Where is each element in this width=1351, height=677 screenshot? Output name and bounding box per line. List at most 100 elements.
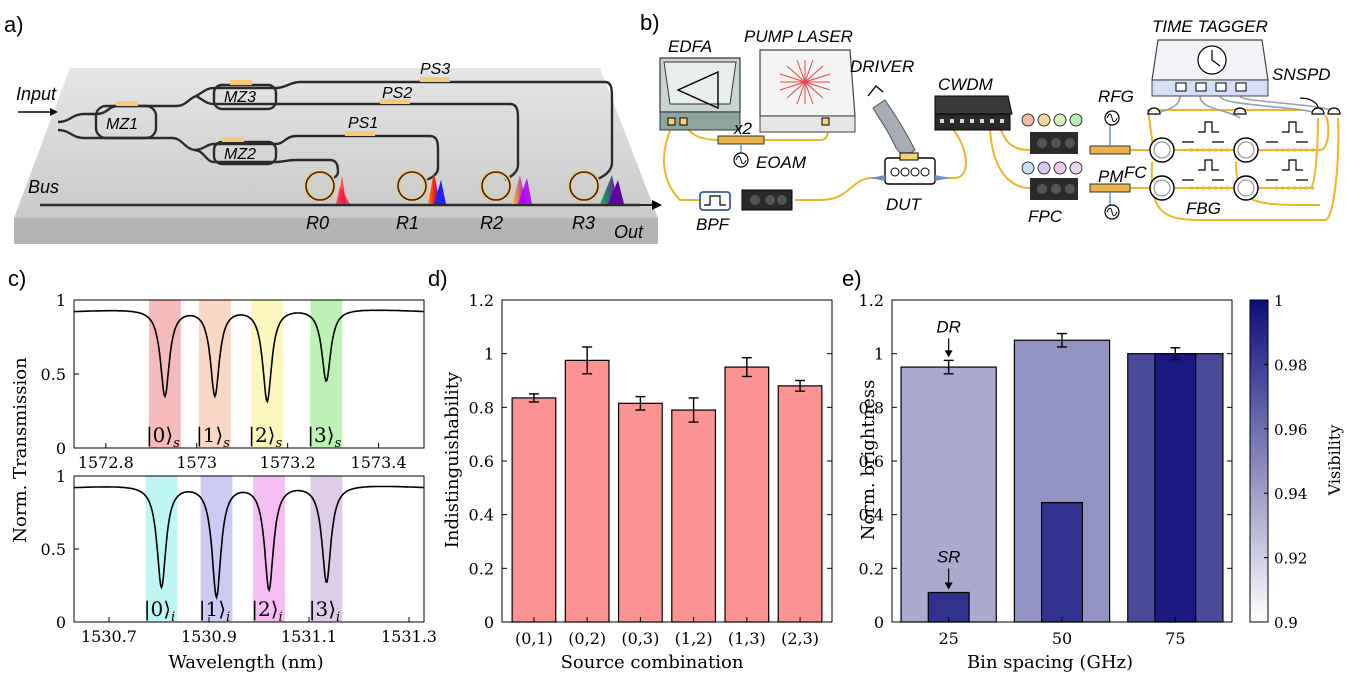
- fpc-bottom: [1021, 161, 1083, 200]
- mz2-label: MZ2: [224, 146, 256, 163]
- transmission-curve: [74, 485, 424, 600]
- sr-annotation: SR: [937, 547, 961, 566]
- colorbar-tick-label: 0.92: [1274, 550, 1307, 568]
- panel-d-label: d): [428, 266, 448, 291]
- d-xlabel: Source combination: [561, 652, 744, 673]
- dut: [867, 84, 950, 185]
- y-tick-label: 1.2: [859, 291, 884, 310]
- panel-d: d) Indistinguishability Source combinati…: [428, 266, 833, 673]
- chip-top-face: [14, 68, 658, 218]
- ring-r3: [567, 169, 624, 204]
- x-tick-label: 1572.8: [78, 453, 134, 472]
- panel-b: b): [640, 10, 1341, 234]
- e-ylabel: Norm. brightness: [858, 380, 879, 541]
- state-label-0: |0⟩i: [144, 597, 175, 625]
- x-tick-label: 50: [1052, 629, 1072, 648]
- edfa-label: EDFA: [668, 37, 712, 56]
- ring-r0: [303, 169, 350, 204]
- out-arrow-head: [652, 200, 662, 210]
- bar-(2,3): [777, 385, 823, 623]
- sr-arrow-head: [944, 582, 953, 590]
- colorbar-tick-label: 0.9: [1274, 614, 1298, 632]
- eoam: [717, 135, 765, 168]
- colorbar-tick-label: 0.98: [1274, 356, 1307, 374]
- state-label-3: |3⟩i: [309, 597, 340, 625]
- band-0: [149, 300, 181, 448]
- c-ylabel: Norm. Transmission: [10, 357, 31, 543]
- x-tick-label: 1573: [176, 453, 217, 472]
- panel-e-label: e): [842, 266, 862, 291]
- waveguides: [40, 80, 640, 207]
- c-bottom-plot: 0 0.5 1 1530.7 1530.9 1531.1 1531.3 |0⟩i |1⟩i |2⟩…: [41, 467, 437, 646]
- axes-frame: [501, 299, 833, 623]
- dr-annotation: DR: [936, 317, 961, 336]
- state-label-2: |2⟩i: [251, 597, 282, 625]
- ring-r2-label: R2: [480, 213, 503, 233]
- ring-r0-label: R0: [306, 213, 329, 233]
- x-tick-label: (1,3): [728, 629, 766, 648]
- y-tick-label: 1: [56, 291, 66, 310]
- snspd-label: SNSPD: [1272, 65, 1331, 84]
- ring-r3-label: R3: [572, 213, 595, 233]
- colorbar-tick-label: 0.96: [1274, 421, 1307, 439]
- panel-b-label: b): [640, 10, 660, 35]
- y-tick-label: 0.6: [859, 452, 884, 471]
- panel-a: a): [4, 12, 662, 244]
- panel-e: e) Norm. brightness Bin spacing (GHz) Vi…: [842, 266, 1344, 673]
- state-subscript: i: [171, 610, 175, 625]
- band-1: [199, 300, 231, 448]
- y-tick-label: 0.4: [469, 506, 494, 525]
- state-subscript: s: [335, 436, 342, 451]
- y-tick-label: 0.5: [41, 540, 66, 559]
- y-tick-label: 0: [56, 439, 66, 458]
- out-label: Out: [614, 222, 644, 242]
- y-tick-label: 1: [56, 467, 66, 486]
- state-subscript: i: [279, 610, 283, 625]
- y-tick-label: 0: [484, 613, 494, 632]
- chip-front-face: [14, 218, 658, 244]
- state-subscript: i: [226, 610, 230, 625]
- fbg-label: FBG: [1186, 199, 1221, 218]
- state-label-1: |1⟩i: [199, 597, 230, 625]
- bar-(0,3): [617, 402, 663, 623]
- x-tick-label: (0,2): [568, 629, 606, 648]
- e-xlabel: Bin spacing (GHz): [967, 652, 1133, 673]
- colorbar: [1249, 299, 1269, 623]
- x-tick-label: 1530.7: [81, 627, 137, 646]
- y-tick-label: 0.2: [859, 559, 884, 578]
- bar-(0,1): [511, 397, 557, 623]
- ps3-label: PS3: [420, 61, 450, 78]
- circulators: [1149, 137, 1259, 201]
- colorbar-tick-label: 0.94: [1274, 485, 1307, 503]
- bar-(1,2): [671, 409, 717, 623]
- cwdm: [934, 95, 1013, 131]
- y-tick-label: 1: [874, 345, 884, 364]
- band-2: [253, 476, 285, 622]
- x-tick-label: (0,3): [621, 629, 659, 648]
- y-tick-label: 0: [56, 613, 66, 632]
- axes-frame: [73, 475, 425, 623]
- colorbar-label: Visibility: [1325, 425, 1344, 497]
- rfg-label: RFG: [1098, 87, 1134, 106]
- time-tagger: [1151, 39, 1269, 97]
- d-plot: 0 0.2 0.4 0.6 0.8 1 1.2 (0,1) (0,2) (0,3) (1,2) (1,…: [469, 291, 833, 648]
- pump-laser: [759, 49, 856, 133]
- time-tagger-label: TIME TAGGER: [1152, 17, 1268, 36]
- state-subscript: i: [336, 610, 340, 625]
- axes-frame: [891, 299, 1233, 623]
- x-tick-label: 75: [1165, 629, 1185, 648]
- fpc-top: [1021, 113, 1083, 154]
- cwdm-label: CWDM: [938, 75, 994, 94]
- sr-bar-75: [1154, 353, 1197, 623]
- edfa: [659, 57, 741, 131]
- driver-label: DRIVER: [850, 57, 914, 76]
- y-tick-label: 0.5: [41, 365, 66, 384]
- e-plot: 0 0.2 0.4 0.6 0.8 1 1.2 25 50 75 DR SR 0.9 0.92 0.94 0.…: [859, 291, 1308, 648]
- band-2: [251, 300, 284, 448]
- c-xlabel: Wavelength (nm): [168, 652, 323, 673]
- rings: [303, 169, 624, 204]
- bpf: [699, 191, 731, 211]
- band-3: [310, 476, 343, 622]
- panel-a-label: a): [4, 12, 24, 37]
